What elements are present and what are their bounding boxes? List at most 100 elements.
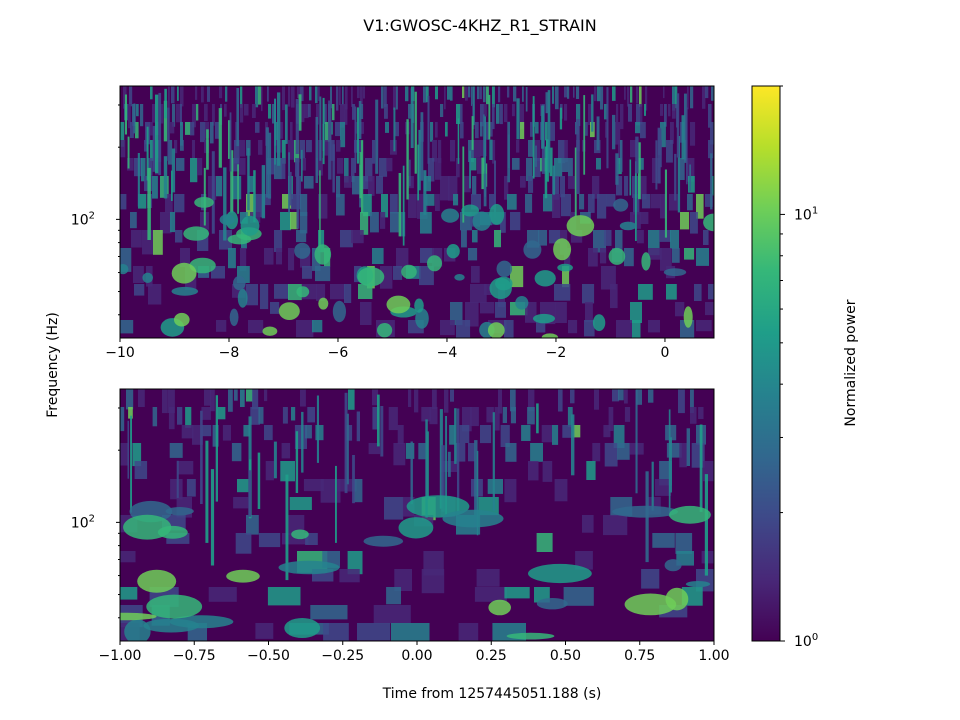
top-tile	[239, 158, 246, 175]
bottom-tile	[624, 389, 628, 404]
top-tile	[579, 194, 585, 210]
colorbar-gradient	[752, 86, 780, 641]
bottom-tile	[237, 479, 252, 493]
bottom-tile	[204, 389, 211, 406]
bottom-streak	[492, 412, 495, 511]
top-tile	[636, 86, 639, 104]
bottom-tile	[231, 443, 242, 462]
top-tile	[640, 176, 647, 200]
top-tile	[336, 176, 341, 198]
top-tile	[246, 140, 251, 156]
top-tile	[675, 302, 685, 317]
top-tile	[492, 104, 495, 130]
top-tile	[171, 86, 175, 104]
top-tile	[632, 320, 641, 338]
colorbar-ticks: 100 101	[780, 85, 818, 650]
top-tile	[240, 248, 247, 271]
top-blob	[278, 302, 300, 320]
bottom-tile	[459, 425, 470, 443]
chart-title: V1:GWOSC-4KHZ_R1_STRAIN	[363, 16, 596, 36]
bottom-tile	[421, 569, 445, 594]
bottom-tile	[134, 461, 148, 479]
top-tile	[600, 86, 604, 110]
bottom-tile	[474, 587, 507, 602]
bottom-tile	[246, 515, 259, 535]
top-tile	[180, 104, 182, 126]
top-tile	[312, 320, 323, 333]
top-tile	[219, 86, 223, 99]
bottom-tile	[702, 461, 714, 482]
bottom-tile	[690, 407, 697, 424]
top-tile	[712, 176, 714, 196]
top-tile	[552, 176, 560, 200]
top-tile	[344, 176, 352, 188]
bottom-tile	[240, 389, 245, 407]
top-tile	[593, 230, 606, 253]
top-tile	[300, 194, 308, 216]
top-tile	[571, 230, 583, 243]
top-tile	[561, 158, 569, 172]
top-tile	[308, 104, 311, 118]
top-tile	[396, 248, 409, 268]
bottom-blob	[506, 632, 555, 640]
bottom-tile	[608, 407, 614, 431]
top-tile	[315, 86, 318, 104]
bottom-tile	[554, 479, 568, 502]
top-blob	[523, 240, 542, 259]
top-blob	[415, 308, 429, 329]
bottom-tile	[267, 587, 301, 606]
top-streak	[483, 173, 487, 207]
top-tile	[512, 158, 520, 170]
top-tile	[564, 104, 568, 121]
top-streak	[674, 153, 677, 201]
top-tile	[568, 176, 575, 189]
top-x-tick-label: −6	[328, 345, 349, 361]
top-tile	[470, 158, 477, 171]
top-tile	[165, 194, 173, 213]
top-tile	[240, 104, 244, 123]
top-tile	[130, 122, 134, 138]
top-tile	[480, 86, 482, 100]
bottom-y-tick-label: 102	[71, 513, 95, 531]
top-tile	[638, 284, 653, 300]
bottom-tile	[624, 407, 631, 422]
top-tile	[330, 284, 345, 300]
top-tile	[196, 104, 199, 121]
top-streak	[265, 127, 269, 198]
top-tile	[666, 140, 673, 163]
top-streak	[328, 100, 332, 180]
top-tile	[309, 86, 312, 101]
top-tile	[290, 122, 293, 141]
top-streak	[127, 136, 130, 169]
top-tile	[624, 176, 629, 196]
top-streak	[710, 153, 713, 210]
top-blob	[515, 296, 529, 310]
top-tile	[408, 194, 417, 218]
top-streak	[615, 153, 619, 185]
top-streak	[606, 87, 609, 169]
top-tile	[432, 140, 438, 162]
top-streak	[171, 148, 176, 193]
top-tile	[688, 176, 695, 193]
bottom-tile	[494, 407, 500, 431]
top-tile	[395, 122, 399, 137]
top-tile	[336, 194, 345, 216]
bottom-x-tick-label: −0.75	[173, 648, 216, 664]
top-tile	[274, 230, 283, 252]
bottom-tile	[168, 407, 175, 430]
top-tile	[528, 140, 534, 157]
top-streak	[546, 139, 549, 182]
bottom-tile	[648, 389, 654, 403]
top-tile	[396, 86, 398, 110]
top-tile	[680, 158, 685, 180]
bottom-streak	[410, 441, 413, 505]
bottom-tile	[429, 407, 438, 425]
top-tile	[344, 284, 352, 303]
colorbar-tick-label: 101	[794, 205, 818, 223]
top-tile	[480, 104, 484, 127]
top-tile	[456, 320, 471, 338]
bottom-tile	[487, 479, 503, 494]
top-blob	[683, 306, 693, 328]
top-blob	[446, 244, 460, 259]
top-tile	[708, 140, 714, 159]
